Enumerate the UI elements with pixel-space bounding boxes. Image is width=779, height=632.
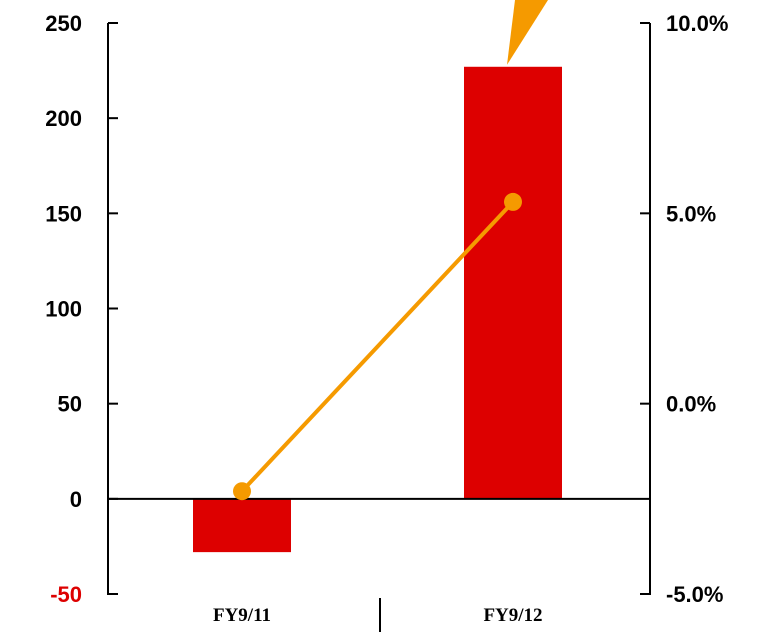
callout-pointer bbox=[507, 0, 548, 65]
line-point-FY9/11 bbox=[233, 482, 251, 501]
left-tick-label: 150 bbox=[45, 201, 82, 226]
line-series bbox=[233, 192, 522, 501]
x-tick-label: FY9/11 bbox=[213, 605, 271, 626]
right-tick-label: -5.0% bbox=[666, 582, 723, 607]
x-tick-label: FY9/12 bbox=[483, 605, 542, 626]
bar-series bbox=[193, 66, 562, 553]
right-tick-label: 5.0% bbox=[666, 201, 716, 226]
bar-FY9/11 bbox=[193, 498, 291, 553]
callout-layer bbox=[507, 0, 548, 65]
left-tick-label: 50 bbox=[58, 392, 82, 417]
line-point-FY9/12 bbox=[504, 192, 522, 211]
right-tick-label: 10.0% bbox=[666, 11, 728, 36]
bar-FY9/12 bbox=[464, 66, 562, 499]
left-tick-label: 200 bbox=[45, 106, 82, 131]
right-tick-label: 0.0% bbox=[666, 392, 716, 417]
axes bbox=[107, 22, 651, 632]
left-axis-tick-labels: 250 200 150 100 50 0 -50 bbox=[45, 11, 82, 607]
x-axis-tick-labels: FY9/11 FY9/12 bbox=[213, 605, 543, 626]
ratio-line bbox=[240, 200, 515, 493]
left-tick-label: 100 bbox=[45, 297, 82, 322]
left-tick-label: -50 bbox=[50, 582, 82, 607]
left-tick-label: 0 bbox=[70, 487, 82, 512]
right-axis-tick-labels: 10.0% 5.0% 0.0% -5.0% bbox=[666, 11, 728, 607]
left-tick-label: 250 bbox=[45, 11, 82, 36]
